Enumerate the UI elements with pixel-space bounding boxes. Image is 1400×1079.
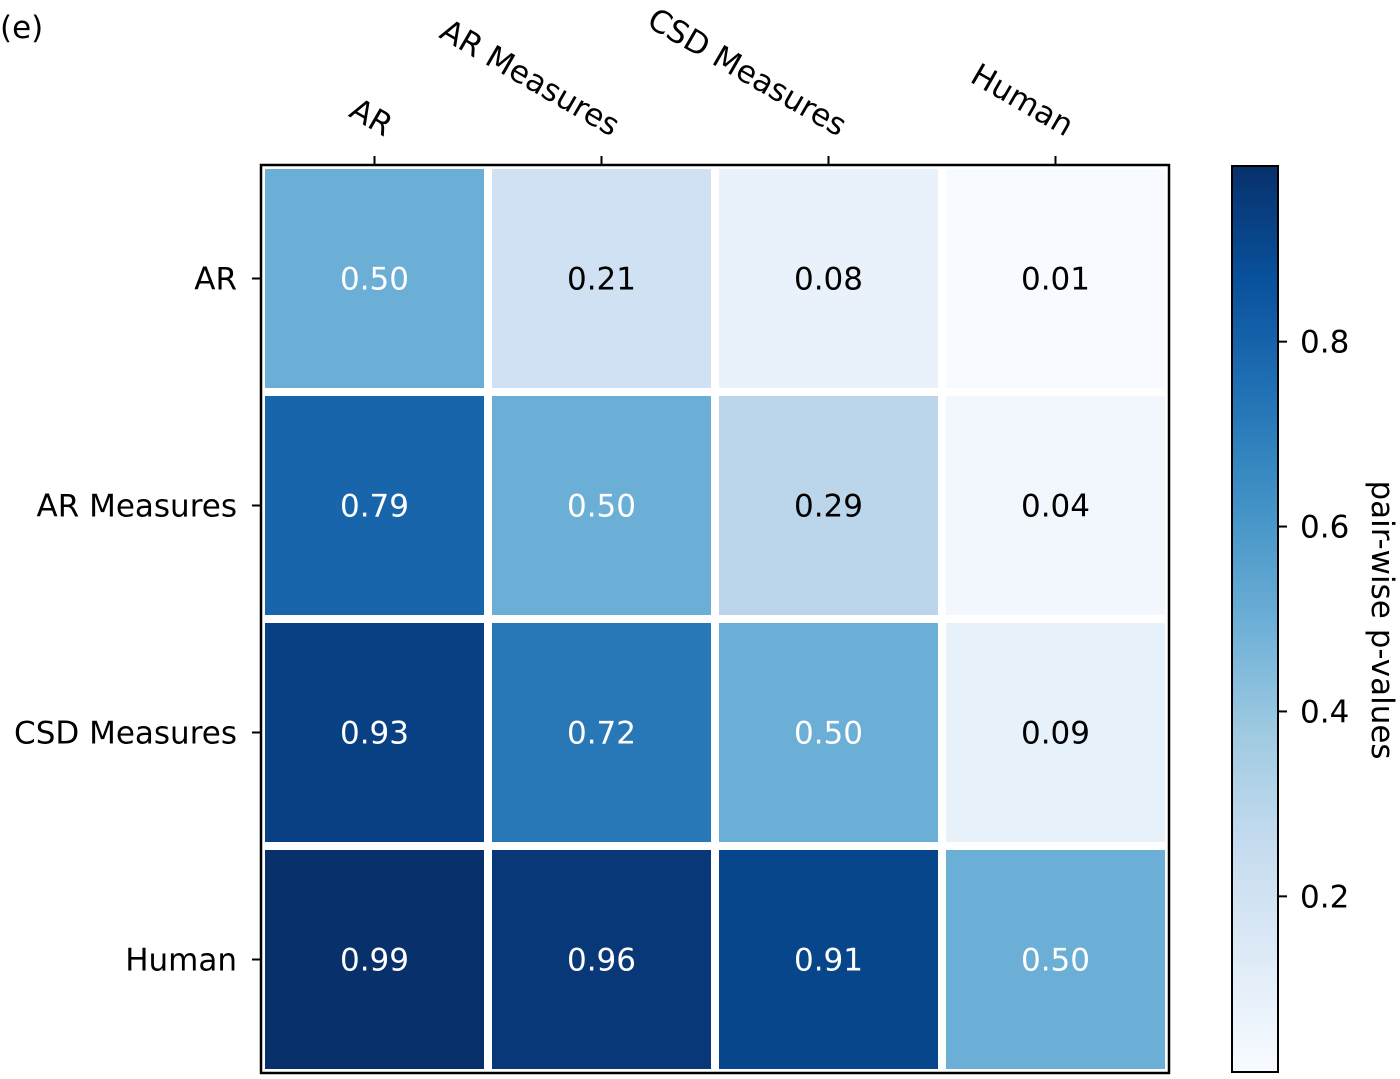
heatmap-cell	[492, 623, 711, 842]
cell-value-label: 0.50	[794, 716, 863, 752]
y-tick-label: AR Measures	[36, 489, 237, 525]
heatmap-cell	[265, 396, 484, 615]
heatmap-frame	[259, 163, 1171, 1075]
colorbar-tick-label: 0.2	[1300, 879, 1349, 915]
colorbar-tick-label: 0.8	[1300, 325, 1349, 361]
colorbar	[1231, 165, 1279, 1073]
cell-value-label: 0.93	[340, 716, 409, 752]
cell-value-label: 0.50	[1021, 943, 1090, 979]
heatmap-cell	[719, 850, 938, 1069]
heatmap-cell	[946, 396, 1165, 615]
heatmap-cells: 0.50 0.21 0.08 0.01 0.79 0.50 0.29 0.04 0.93 0.72…	[265, 169, 1165, 1069]
cell-value-label: 0.08	[794, 262, 863, 298]
heatmap-cell	[719, 396, 938, 615]
cell-value-label: 0.29	[794, 489, 863, 525]
y-tick-labels: AR AR Measures CSD Measures Human	[14, 262, 261, 979]
y-tick-label: CSD Measures	[14, 716, 237, 752]
x-tick-label: AR	[343, 91, 398, 144]
heatmap-cell	[265, 623, 484, 842]
panel-label: (e)	[0, 10, 43, 46]
colorbar-ticks: 0.2 0.4 0.6 0.8	[1278, 325, 1349, 915]
heatmap-cell	[492, 169, 711, 388]
cell-value-label: 0.72	[567, 716, 636, 752]
x-tick-label: CSD Measures	[641, 1, 852, 144]
cell-value-label: 0.91	[794, 943, 863, 979]
heatmap-cell	[946, 169, 1165, 388]
y-tick-label: AR	[194, 262, 237, 298]
cell-value-label: 0.09	[1021, 716, 1090, 752]
y-tick-label: Human	[125, 943, 237, 979]
cell-value-label: 0.50	[567, 489, 636, 525]
x-tick-labels: AR AR Measures CSD Measures Human	[343, 1, 1080, 165]
colorbar-tick-label: 0.4	[1300, 694, 1349, 730]
heatmap-cell	[492, 396, 711, 615]
cell-value-label: 0.21	[567, 262, 636, 298]
cell-value-label: 0.99	[340, 943, 409, 979]
cell-value-label: 0.50	[340, 262, 409, 298]
colorbar-tick-label: 0.6	[1300, 510, 1349, 546]
heatmap-cell	[946, 850, 1165, 1069]
heatmap-cell	[265, 850, 484, 1069]
heatmap-cell	[719, 623, 938, 842]
cell-value-label: 0.01	[1021, 262, 1090, 298]
cell-value-label: 0.96	[567, 943, 636, 979]
cell-value-label: 0.04	[1021, 489, 1090, 525]
x-tick-label: AR Measures	[434, 12, 626, 143]
heatmap-cell	[946, 623, 1165, 842]
heatmap-cell	[719, 169, 938, 388]
cell-value-label: 0.79	[340, 489, 409, 525]
heatmap-cell	[492, 850, 711, 1069]
x-tick-label: Human	[965, 57, 1080, 144]
colorbar-label: pair-wise p-values	[1364, 480, 1400, 759]
heatmap-cell	[265, 169, 484, 388]
